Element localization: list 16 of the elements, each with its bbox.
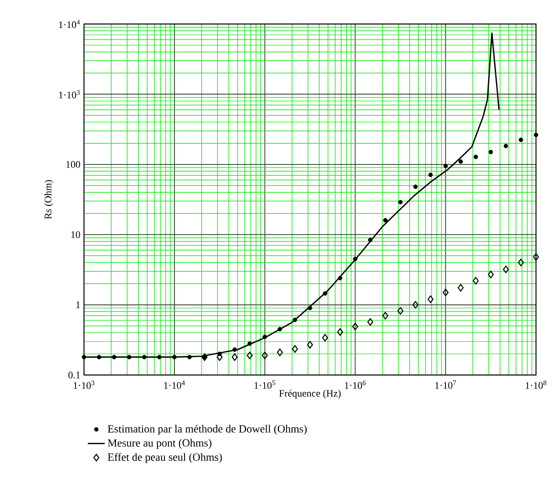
y-tick-label: 1 — [76, 302, 80, 308]
y-tick-label: 10 — [71, 231, 80, 238]
legend-label: Estimation par la méthode de Dowell (Ohms) — [108, 424, 307, 435]
legend-label: Mesure au pont (Ohms) — [108, 438, 212, 449]
x-tick-label: 1·10$^{7}$ — [435, 380, 456, 389]
x-tick-label: 1·10$^{8}$ — [526, 380, 546, 389]
y-tick-label: 0.1 — [68, 372, 80, 378]
x-tick-label: 1·10$^{5}$ — [254, 380, 276, 389]
x-tick-label: 1·10$^{4}$ — [164, 380, 185, 389]
y-tick-label: 1·10$^{4}$ — [59, 20, 80, 28]
y-axis-title: Rs (Ohm) — [44, 180, 54, 220]
y-tick-label: 100 — [66, 161, 80, 168]
x-axis-title: Fréquence (Hz) — [279, 390, 341, 399]
y-tick-label: 1·10$^{3}$ — [59, 90, 80, 98]
x-tick-label: 1·10$^{6}$ — [344, 380, 366, 389]
legend-label: Effet de peau seul (Ohms) — [108, 452, 222, 464]
